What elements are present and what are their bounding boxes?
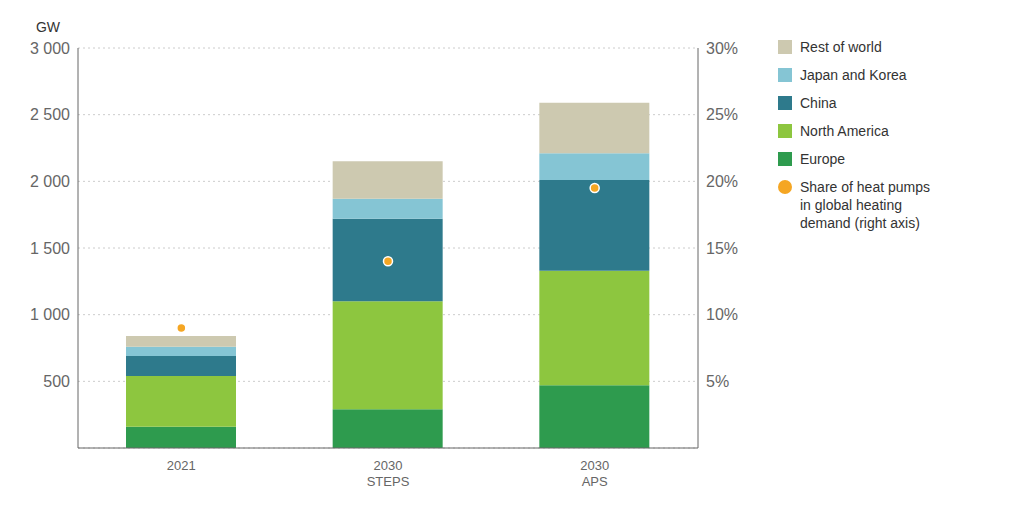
svg-text:20%: 20% bbox=[706, 173, 738, 190]
svg-text:1 500: 1 500 bbox=[30, 240, 70, 257]
svg-text:1 000: 1 000 bbox=[30, 306, 70, 323]
svg-text:2 000: 2 000 bbox=[30, 173, 70, 190]
html-text:Share of heat pumps in global: Share of heat pumps in global heating de… bbox=[800, 179, 930, 231]
svg-text:3 000: 3 000 bbox=[30, 40, 70, 57]
html-text:North America: North America bbox=[800, 123, 889, 139]
svg-text:500: 500 bbox=[43, 373, 70, 390]
svg-text:2 500: 2 500 bbox=[30, 106, 70, 123]
html-text:Rest of world: Rest of world bbox=[800, 39, 882, 55]
svg-text:15%: 15% bbox=[706, 240, 738, 257]
svg-text:5%: 5% bbox=[706, 373, 729, 390]
svg-text:30%: 30% bbox=[706, 40, 738, 57]
html-text:China: China bbox=[800, 95, 837, 111]
svg-text:25%: 25% bbox=[706, 106, 738, 123]
svg-text:10%: 10% bbox=[706, 306, 738, 323]
svg-text:2030APS: 2030APS bbox=[580, 458, 609, 489]
svg-text:GW: GW bbox=[36, 19, 61, 35]
svg-text:2030STEPS: 2030STEPS bbox=[367, 458, 410, 489]
html-text:Europe: Europe bbox=[800, 151, 846, 167]
html-text:Japan and Korea: Japan and Korea bbox=[800, 67, 907, 83]
svg-text:2021: 2021 bbox=[167, 458, 196, 473]
